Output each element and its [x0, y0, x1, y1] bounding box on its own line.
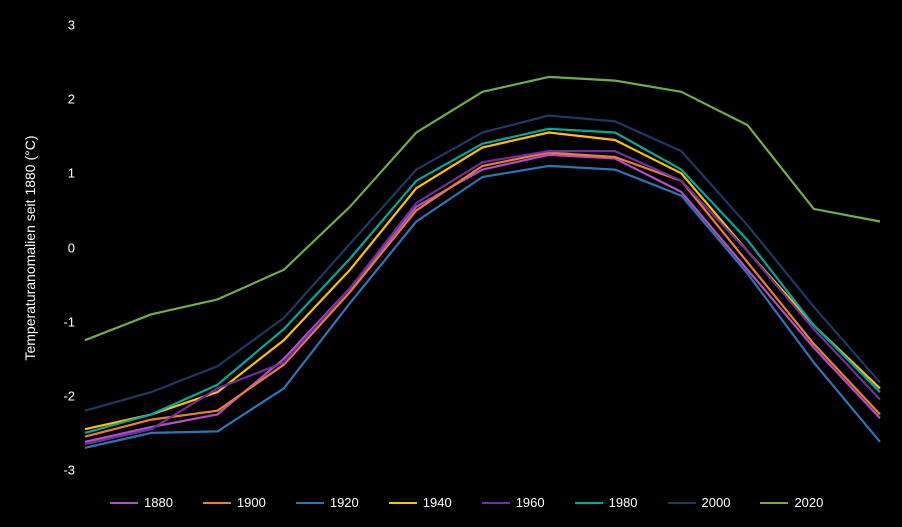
legend-swatch-icon — [482, 502, 510, 504]
legend-swatch-icon — [110, 502, 138, 504]
legend: 1880 1900 1920 1940 1960 1980 2000 2020 — [110, 495, 841, 510]
legend-label: 1940 — [423, 495, 452, 510]
legend-swatch-icon — [296, 502, 324, 504]
legend-label: 1880 — [144, 495, 173, 510]
legend-item-2000: 2000 — [668, 495, 731, 510]
series-line-1900 — [85, 153, 880, 437]
legend-label: 1900 — [237, 495, 266, 510]
legend-item-1920: 1920 — [296, 495, 359, 510]
legend-swatch-icon — [575, 502, 603, 504]
plot-area — [0, 0, 902, 527]
legend-item-1960: 1960 — [482, 495, 545, 510]
legend-item-2020: 2020 — [760, 495, 823, 510]
series-line-1960 — [85, 151, 880, 444]
series-line-1980 — [85, 129, 880, 433]
legend-label: 1920 — [330, 495, 359, 510]
legend-item-1940: 1940 — [389, 495, 452, 510]
legend-label: 2000 — [702, 495, 731, 510]
legend-swatch-icon — [389, 502, 417, 504]
legend-item-1980: 1980 — [575, 495, 638, 510]
legend-swatch-icon — [760, 502, 788, 504]
legend-swatch-icon — [668, 502, 696, 504]
legend-item-1900: 1900 — [203, 495, 266, 510]
legend-label: 1980 — [609, 495, 638, 510]
chart-container: { "chart": { "type": "line", "background… — [0, 0, 902, 527]
legend-label: 1960 — [516, 495, 545, 510]
legend-label: 2020 — [794, 495, 823, 510]
series-line-1880 — [85, 155, 880, 442]
series-line-2000 — [85, 116, 880, 411]
legend-item-1880: 1880 — [110, 495, 173, 510]
series-line-1920 — [85, 166, 880, 448]
legend-swatch-icon — [203, 502, 231, 504]
series-line-2020 — [85, 77, 880, 340]
